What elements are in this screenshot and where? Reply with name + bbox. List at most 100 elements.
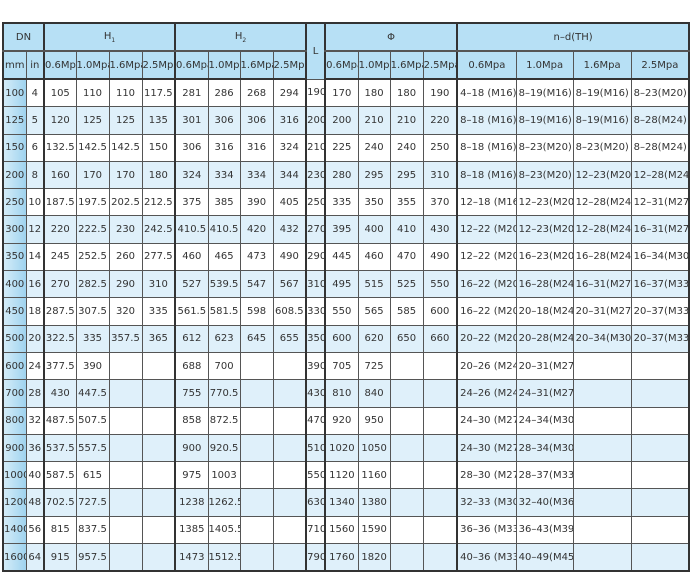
- table-cell: 334: [239, 160, 274, 190]
- header-nd-pressure: 1.6Mpa: [572, 50, 632, 80]
- table-cell: [389, 406, 424, 435]
- table-cell: 320: [108, 297, 143, 326]
- table-cell: 470: [389, 242, 424, 272]
- table-cell: 344: [272, 160, 307, 190]
- table-cell: 430: [422, 215, 458, 244]
- table-cell: 800: [2, 406, 27, 435]
- flange-dimension-table: DN H1 H2 L Φ n–d(TH) mm in 0.6Mpa1.0Mpa1…: [2, 22, 690, 573]
- table-cell: 240: [389, 133, 424, 162]
- table-cell: 872.5: [207, 406, 241, 435]
- table-cell: [272, 406, 307, 435]
- table-cell: 200: [2, 160, 27, 190]
- table-cell: 220: [422, 106, 458, 135]
- table-cell: 700: [207, 351, 241, 381]
- table-cell: 242.5: [141, 215, 176, 244]
- table-cell: 365: [141, 324, 176, 353]
- table-cell: 306: [239, 106, 274, 135]
- table-cell: 810: [324, 379, 359, 408]
- table-cell: 450: [2, 297, 27, 326]
- table-cell: 110: [108, 78, 143, 108]
- table-cell: 250: [422, 133, 458, 162]
- table-cell: 277.5: [141, 242, 176, 272]
- table-cell: 8–28(M24): [630, 133, 690, 162]
- table-cell: 600: [2, 351, 27, 381]
- table-cell: 200: [324, 106, 359, 135]
- table-cell: 132.5: [43, 133, 77, 162]
- table-row: 900 36 537.5 557.5 900 920.5 510 1020 1050 24–30 …: [2, 433, 690, 463]
- table-cell: 24–34(M30): [515, 406, 574, 435]
- table-cell: 16–23(M20): [515, 242, 574, 272]
- table-cell: [141, 433, 176, 463]
- table-cell: 12–22 (M20): [456, 215, 517, 244]
- table-cell: 32–40(M36): [515, 488, 574, 517]
- table-cell: 5: [25, 106, 45, 135]
- table-cell: 550: [305, 461, 326, 490]
- table-cell: 539.5: [207, 270, 241, 299]
- table-cell: 210: [305, 133, 326, 162]
- table-cell: 8–23(M20): [572, 133, 632, 162]
- table-cell: 105: [43, 78, 77, 108]
- table-cell: 12–22 (M20): [456, 242, 517, 272]
- table-cell: 268: [239, 78, 274, 108]
- table-cell: 197.5: [75, 188, 110, 217]
- header-in: in: [25, 50, 45, 80]
- table-cell: 600: [422, 297, 458, 326]
- table-cell: 1590: [357, 515, 391, 545]
- table-cell: [630, 351, 690, 381]
- table-cell: [422, 461, 458, 490]
- table-cell: 500: [2, 324, 27, 353]
- table-cell: [272, 379, 307, 408]
- table-cell: 20–31(M27): [515, 351, 574, 381]
- table-row: 500 20 322.5 335 357.5 365 612 623 645 655 350 600 6…: [2, 324, 690, 353]
- table-cell: 8–19(M16): [572, 106, 632, 135]
- table-cell: 307.5: [75, 297, 110, 326]
- table-cell: [108, 406, 143, 435]
- table-cell: 645: [239, 324, 274, 353]
- table-cell: 12–28(M24): [572, 188, 632, 217]
- table-cell: 212.5: [141, 188, 176, 217]
- table-cell: 316: [207, 133, 241, 162]
- table-cell: 170: [75, 160, 110, 190]
- table-cell: 36–43(M39): [515, 515, 574, 545]
- table-cell: 370: [422, 188, 458, 217]
- table-cell: 920.5: [207, 433, 241, 463]
- table-cell: 24: [25, 351, 45, 381]
- header-phi-pressure: 1.6Mpa: [389, 50, 424, 80]
- table-cell: [572, 543, 632, 572]
- table-cell: 1238: [174, 488, 209, 517]
- table-cell: 12–23(M20): [572, 160, 632, 190]
- table-cell: [422, 543, 458, 572]
- table-cell: 117.5: [141, 78, 176, 108]
- table-cell: 755: [174, 379, 209, 408]
- table-cell: 495: [324, 270, 359, 299]
- table-cell: 250: [305, 188, 326, 217]
- table-cell: 355: [389, 188, 424, 217]
- table-cell: 12: [25, 215, 45, 244]
- table-cell: 56: [25, 515, 45, 545]
- table-cell: 324: [272, 133, 307, 162]
- table-cell: 8–23(M20): [630, 78, 690, 108]
- table-cell: 1003: [207, 461, 241, 490]
- table-cell: 310: [305, 270, 326, 299]
- table-cell: 1000: [2, 461, 27, 490]
- header-phi-pressure: 2.5Mpa: [422, 50, 458, 80]
- table-cell: [389, 543, 424, 572]
- table-row: 350 14 245 252.5 260 277.5 460 465 473 490 290 445 4…: [2, 242, 690, 272]
- table-cell: 770.5: [207, 379, 241, 408]
- header-h2-label: H: [234, 30, 243, 42]
- table-cell: [422, 406, 458, 435]
- table-cell: 12–31(M27): [630, 188, 690, 217]
- table-cell: 252.5: [75, 242, 110, 272]
- table-cell: 410.5: [207, 215, 241, 244]
- table-cell: 1600: [2, 543, 27, 572]
- table-cell: 920: [324, 406, 359, 435]
- table-cell: [141, 351, 176, 381]
- table-cell: 957.5: [75, 543, 110, 572]
- table-cell: 180: [389, 78, 424, 108]
- table-cell: 357.5: [108, 324, 143, 353]
- table-cell: [239, 488, 274, 517]
- table-cell: 1560: [324, 515, 359, 545]
- table-cell: [630, 488, 690, 517]
- table-cell: 915: [43, 543, 77, 572]
